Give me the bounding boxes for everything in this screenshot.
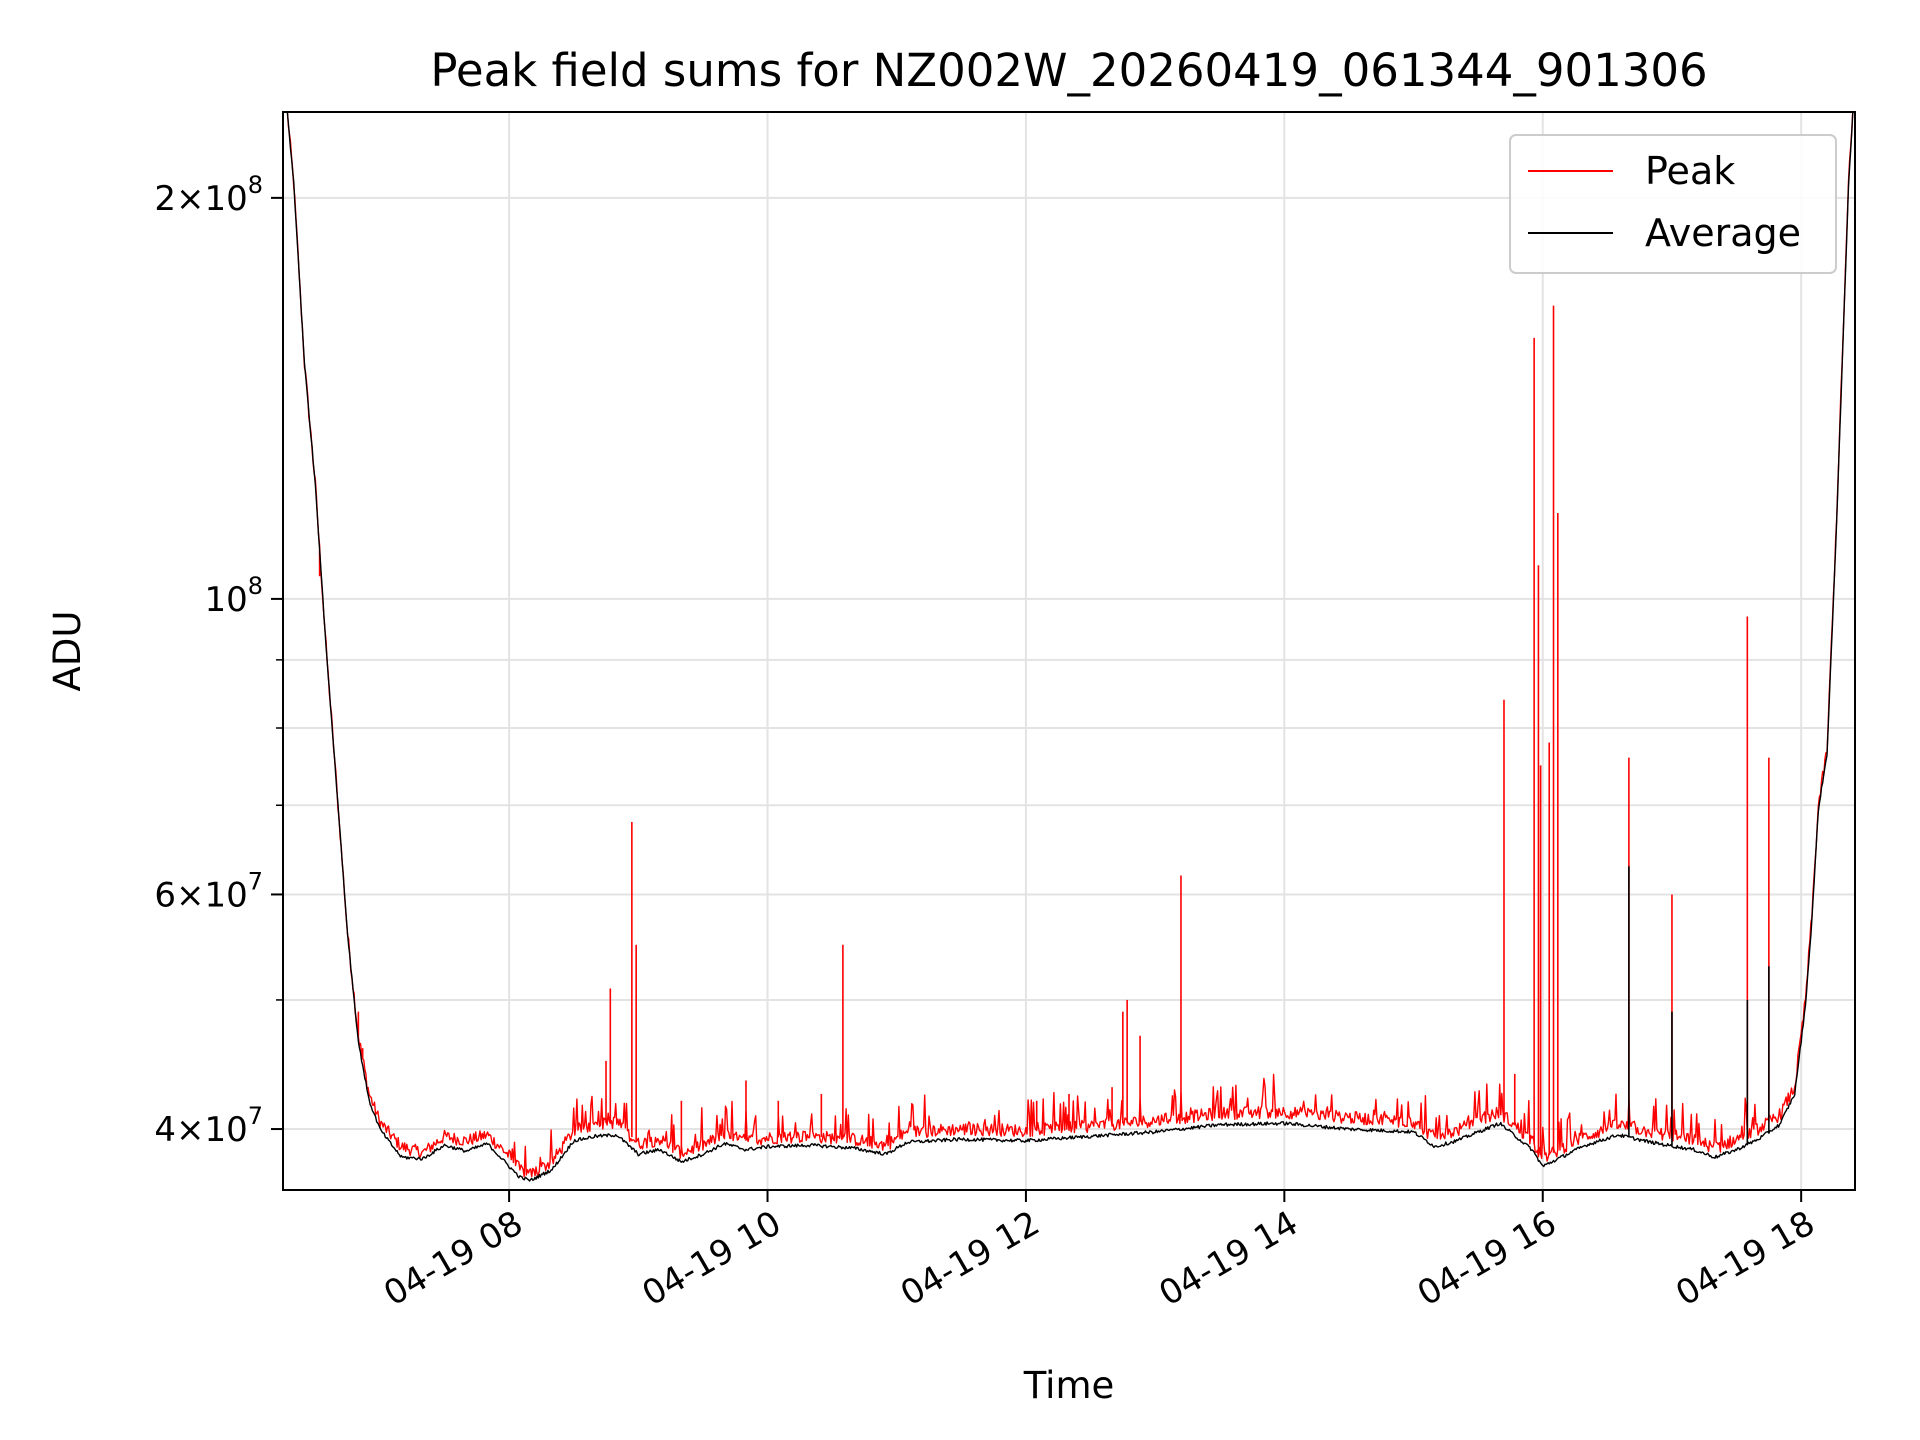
- legend-box: [1509, 134, 1837, 274]
- x-axis-label: Time: [1023, 1364, 1115, 1407]
- series-line-average: [286, 112, 1854, 1182]
- y-tick-label: 2×108: [154, 171, 263, 219]
- y-axis-label: ADU: [46, 611, 89, 692]
- plot-data: [286, 112, 1854, 1182]
- y-tick-label: 108: [204, 572, 263, 620]
- legend: Peak Average: [1509, 134, 1837, 274]
- series-line-peak: [286, 112, 1854, 1178]
- legend-average-label: Average: [1645, 211, 1801, 255]
- y-tick-label: 4×107: [154, 1102, 263, 1150]
- legend-peak-label: Peak: [1645, 149, 1735, 193]
- y-tick-label: 6×107: [154, 867, 263, 915]
- chart-title: Peak field sums for NZ002W_20260419_0613…: [430, 44, 1707, 97]
- grid: [283, 112, 1855, 1190]
- plot-frame: [282, 111, 1856, 1191]
